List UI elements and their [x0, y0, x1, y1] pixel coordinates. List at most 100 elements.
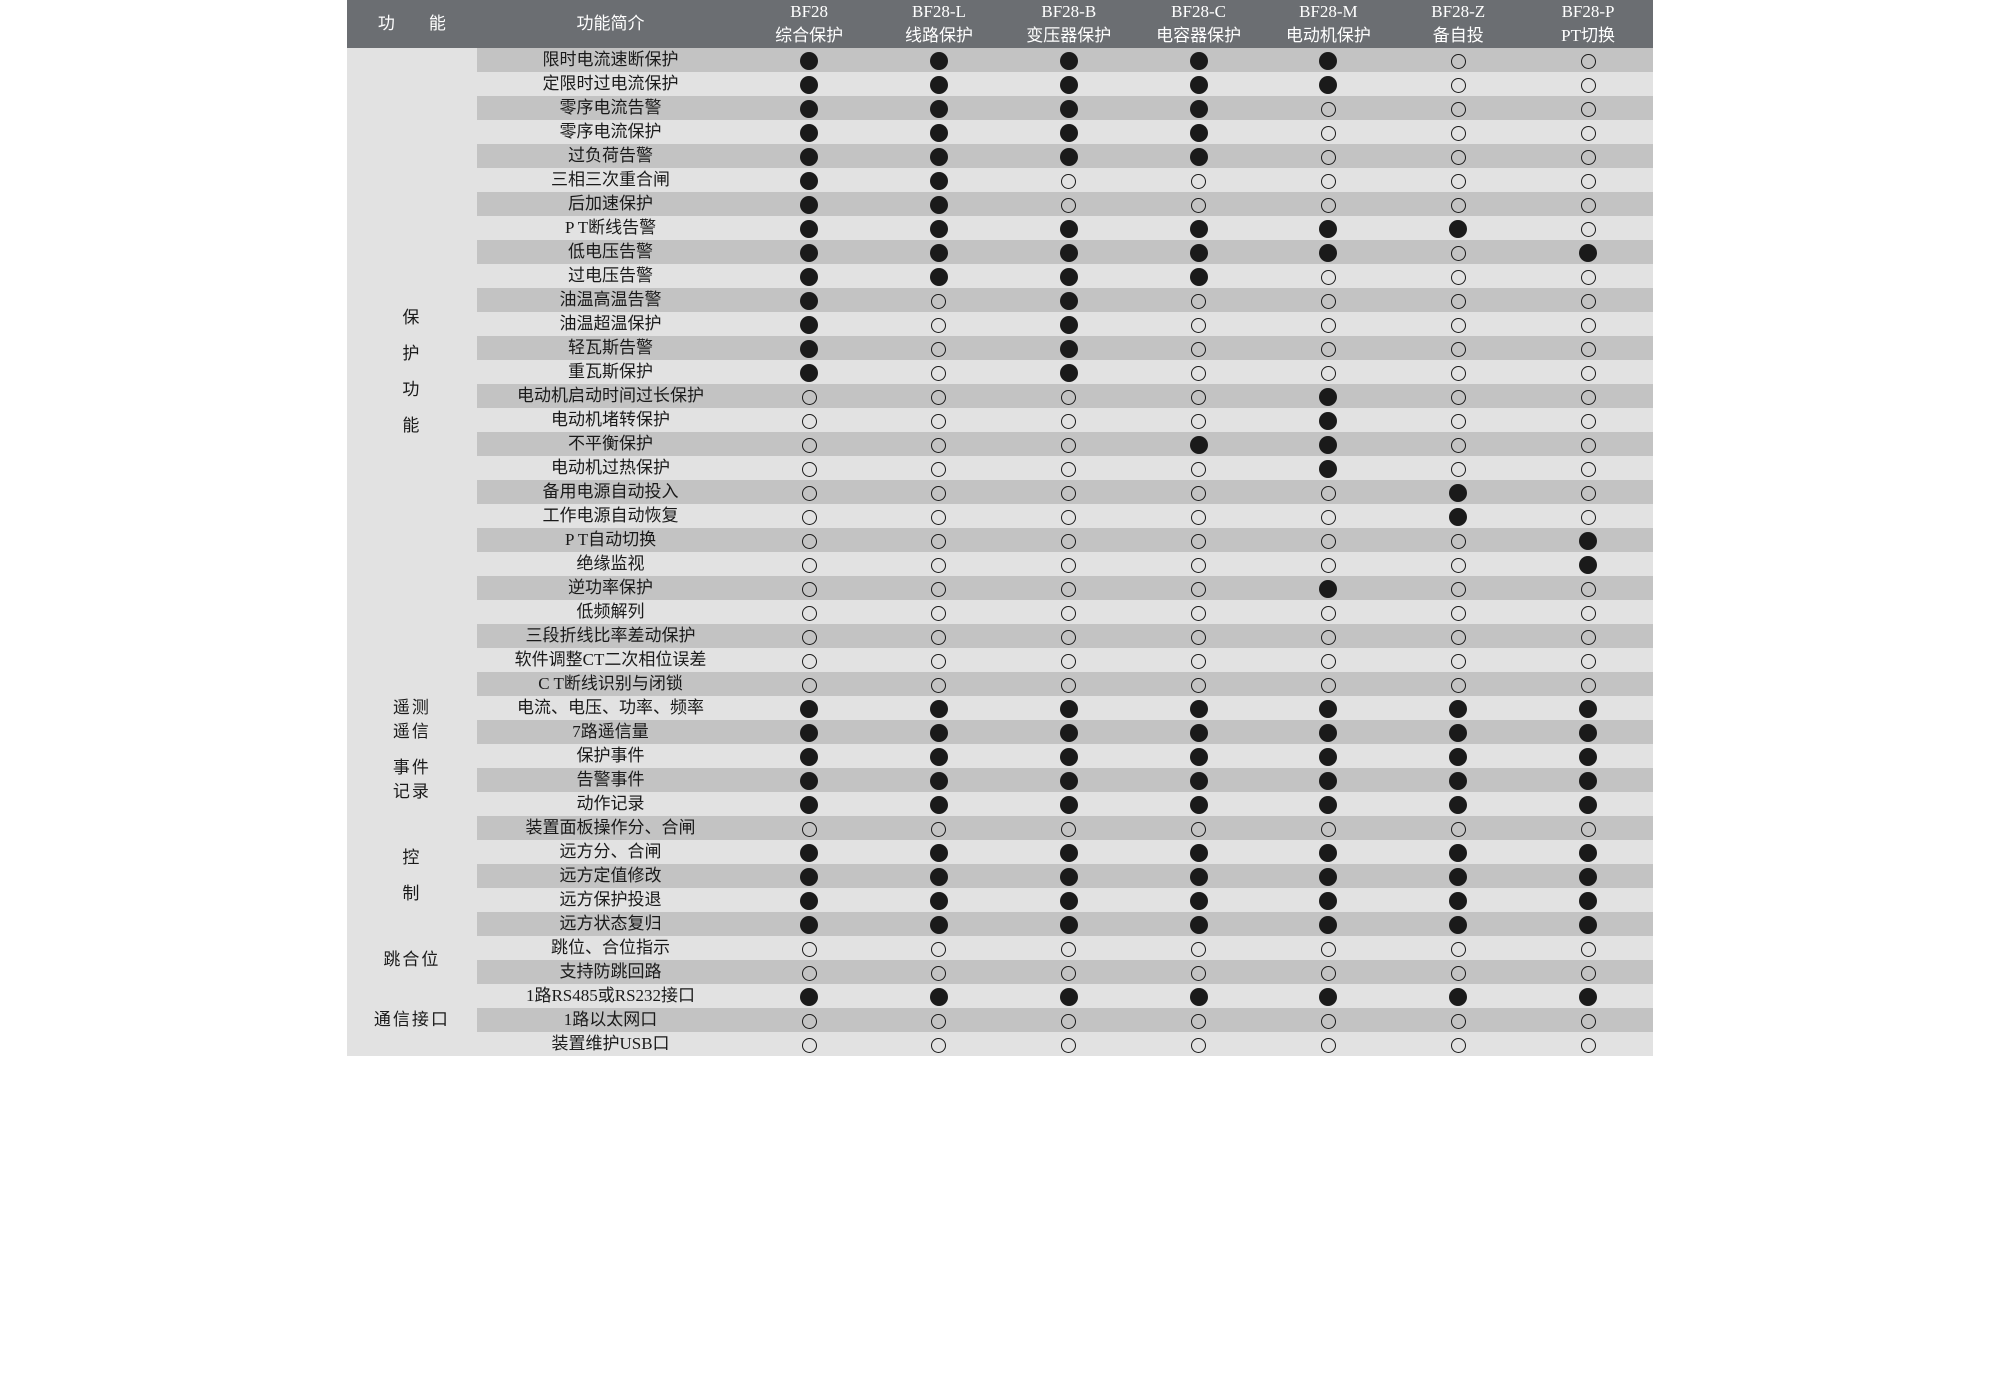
- dot-filled-icon: [1190, 988, 1208, 1006]
- feature-cell: [874, 432, 1004, 456]
- dot-filled-icon: [1449, 508, 1467, 526]
- dot-empty-icon: [802, 414, 817, 429]
- feature-cell: [1263, 888, 1393, 912]
- dot-filled-icon: [1060, 244, 1078, 262]
- dot-empty-icon: [1061, 390, 1076, 405]
- table-row: 电动机启动时间过长保护: [347, 384, 1653, 408]
- dot-empty-icon: [1451, 318, 1466, 333]
- feature-desc: 跳位、合位指示: [477, 936, 744, 960]
- dot-empty-icon: [1581, 582, 1596, 597]
- feature-cell: [744, 888, 874, 912]
- dot-empty-icon: [1191, 678, 1206, 693]
- feature-cell: [874, 672, 1004, 696]
- dot-filled-icon: [1449, 844, 1467, 862]
- table-row: 重瓦斯保护: [347, 360, 1653, 384]
- dot-filled-icon: [1190, 52, 1208, 70]
- feature-cell: [1523, 312, 1653, 336]
- dot-empty-icon: [1451, 822, 1466, 837]
- dot-empty-icon: [1581, 438, 1596, 453]
- feature-desc: 过电压告警: [477, 264, 744, 288]
- dot-empty-icon: [1581, 294, 1596, 309]
- dot-filled-icon: [930, 868, 948, 886]
- feature-cell: [1263, 936, 1393, 960]
- header-model-3: BF28-C电容器保护: [1134, 0, 1264, 48]
- dot-filled-icon: [1060, 148, 1078, 166]
- dot-empty-icon: [1451, 246, 1466, 261]
- feature-cell: [874, 144, 1004, 168]
- dot-empty-icon: [1061, 966, 1076, 981]
- feature-cell: [1004, 408, 1134, 432]
- feature-cell: [1393, 864, 1523, 888]
- table-row: 后加速保护: [347, 192, 1653, 216]
- feature-cell: [744, 168, 874, 192]
- dot-filled-icon: [1060, 292, 1078, 310]
- table-row: 逆功率保护: [347, 576, 1653, 600]
- feature-cell: [1523, 504, 1653, 528]
- feature-cell: [1134, 888, 1264, 912]
- feature-cell: [1393, 336, 1523, 360]
- dot-filled-icon: [1060, 844, 1078, 862]
- feature-desc: 1路RS485或RS232接口: [477, 984, 744, 1008]
- feature-cell: [1523, 984, 1653, 1008]
- feature-cell: [1523, 432, 1653, 456]
- dot-filled-icon: [1060, 316, 1078, 334]
- feature-cell: [1134, 960, 1264, 984]
- feature-desc: 电流、电压、功率、频率: [477, 696, 744, 720]
- feature-cell: [744, 744, 874, 768]
- feature-desc: 支持防跳回路: [477, 960, 744, 984]
- table-row: P T自动切换: [347, 528, 1653, 552]
- dot-empty-icon: [1191, 630, 1206, 645]
- dot-empty-icon: [931, 318, 946, 333]
- dot-filled-icon: [1190, 220, 1208, 238]
- feature-cell: [1134, 336, 1264, 360]
- feature-cell: [744, 264, 874, 288]
- feature-cell: [1134, 792, 1264, 816]
- dot-empty-icon: [1581, 486, 1596, 501]
- feature-desc: 不平衡保护: [477, 432, 744, 456]
- feature-cell: [1004, 864, 1134, 888]
- feature-cell: [1263, 360, 1393, 384]
- feature-cell: [1134, 360, 1264, 384]
- feature-cell: [1263, 408, 1393, 432]
- dot-filled-icon: [800, 892, 818, 910]
- feature-cell: [1263, 816, 1393, 840]
- table-row: 备用电源自动投入: [347, 480, 1653, 504]
- feature-cell: [1393, 192, 1523, 216]
- dot-filled-icon: [930, 220, 948, 238]
- dot-filled-icon: [930, 772, 948, 790]
- feature-cell: [1004, 192, 1134, 216]
- feature-cell: [1134, 504, 1264, 528]
- feature-cell: [1134, 984, 1264, 1008]
- dot-empty-icon: [1581, 54, 1596, 69]
- feature-cell: [1263, 120, 1393, 144]
- feature-desc: 重瓦斯保护: [477, 360, 744, 384]
- dot-empty-icon: [1581, 678, 1596, 693]
- dot-empty-icon: [802, 942, 817, 957]
- feature-cell: [1393, 768, 1523, 792]
- feature-cell: [874, 1032, 1004, 1056]
- feature-cell: [1134, 840, 1264, 864]
- dot-empty-icon: [1581, 198, 1596, 213]
- feature-cell: [1004, 48, 1134, 72]
- feature-cell: [1263, 696, 1393, 720]
- feature-cell: [1263, 72, 1393, 96]
- feature-cell: [874, 216, 1004, 240]
- feature-cell: [874, 864, 1004, 888]
- dot-empty-icon: [1451, 414, 1466, 429]
- dot-filled-icon: [1449, 892, 1467, 910]
- feature-cell: [744, 312, 874, 336]
- feature-cell: [744, 600, 874, 624]
- dot-empty-icon: [1451, 366, 1466, 381]
- feature-cell: [1004, 768, 1134, 792]
- dot-empty-icon: [1061, 1014, 1076, 1029]
- dot-empty-icon: [931, 678, 946, 693]
- category-cell: 遥测遥信: [347, 696, 477, 744]
- dot-empty-icon: [1061, 606, 1076, 621]
- dot-empty-icon: [1321, 558, 1336, 573]
- dot-filled-icon: [1319, 772, 1337, 790]
- feature-cell: [1004, 792, 1134, 816]
- table-row: 跳合位跳位、合位指示: [347, 936, 1653, 960]
- table-row: 低电压告警: [347, 240, 1653, 264]
- category-cell: 通信接口: [347, 984, 477, 1056]
- dot-empty-icon: [1061, 174, 1076, 189]
